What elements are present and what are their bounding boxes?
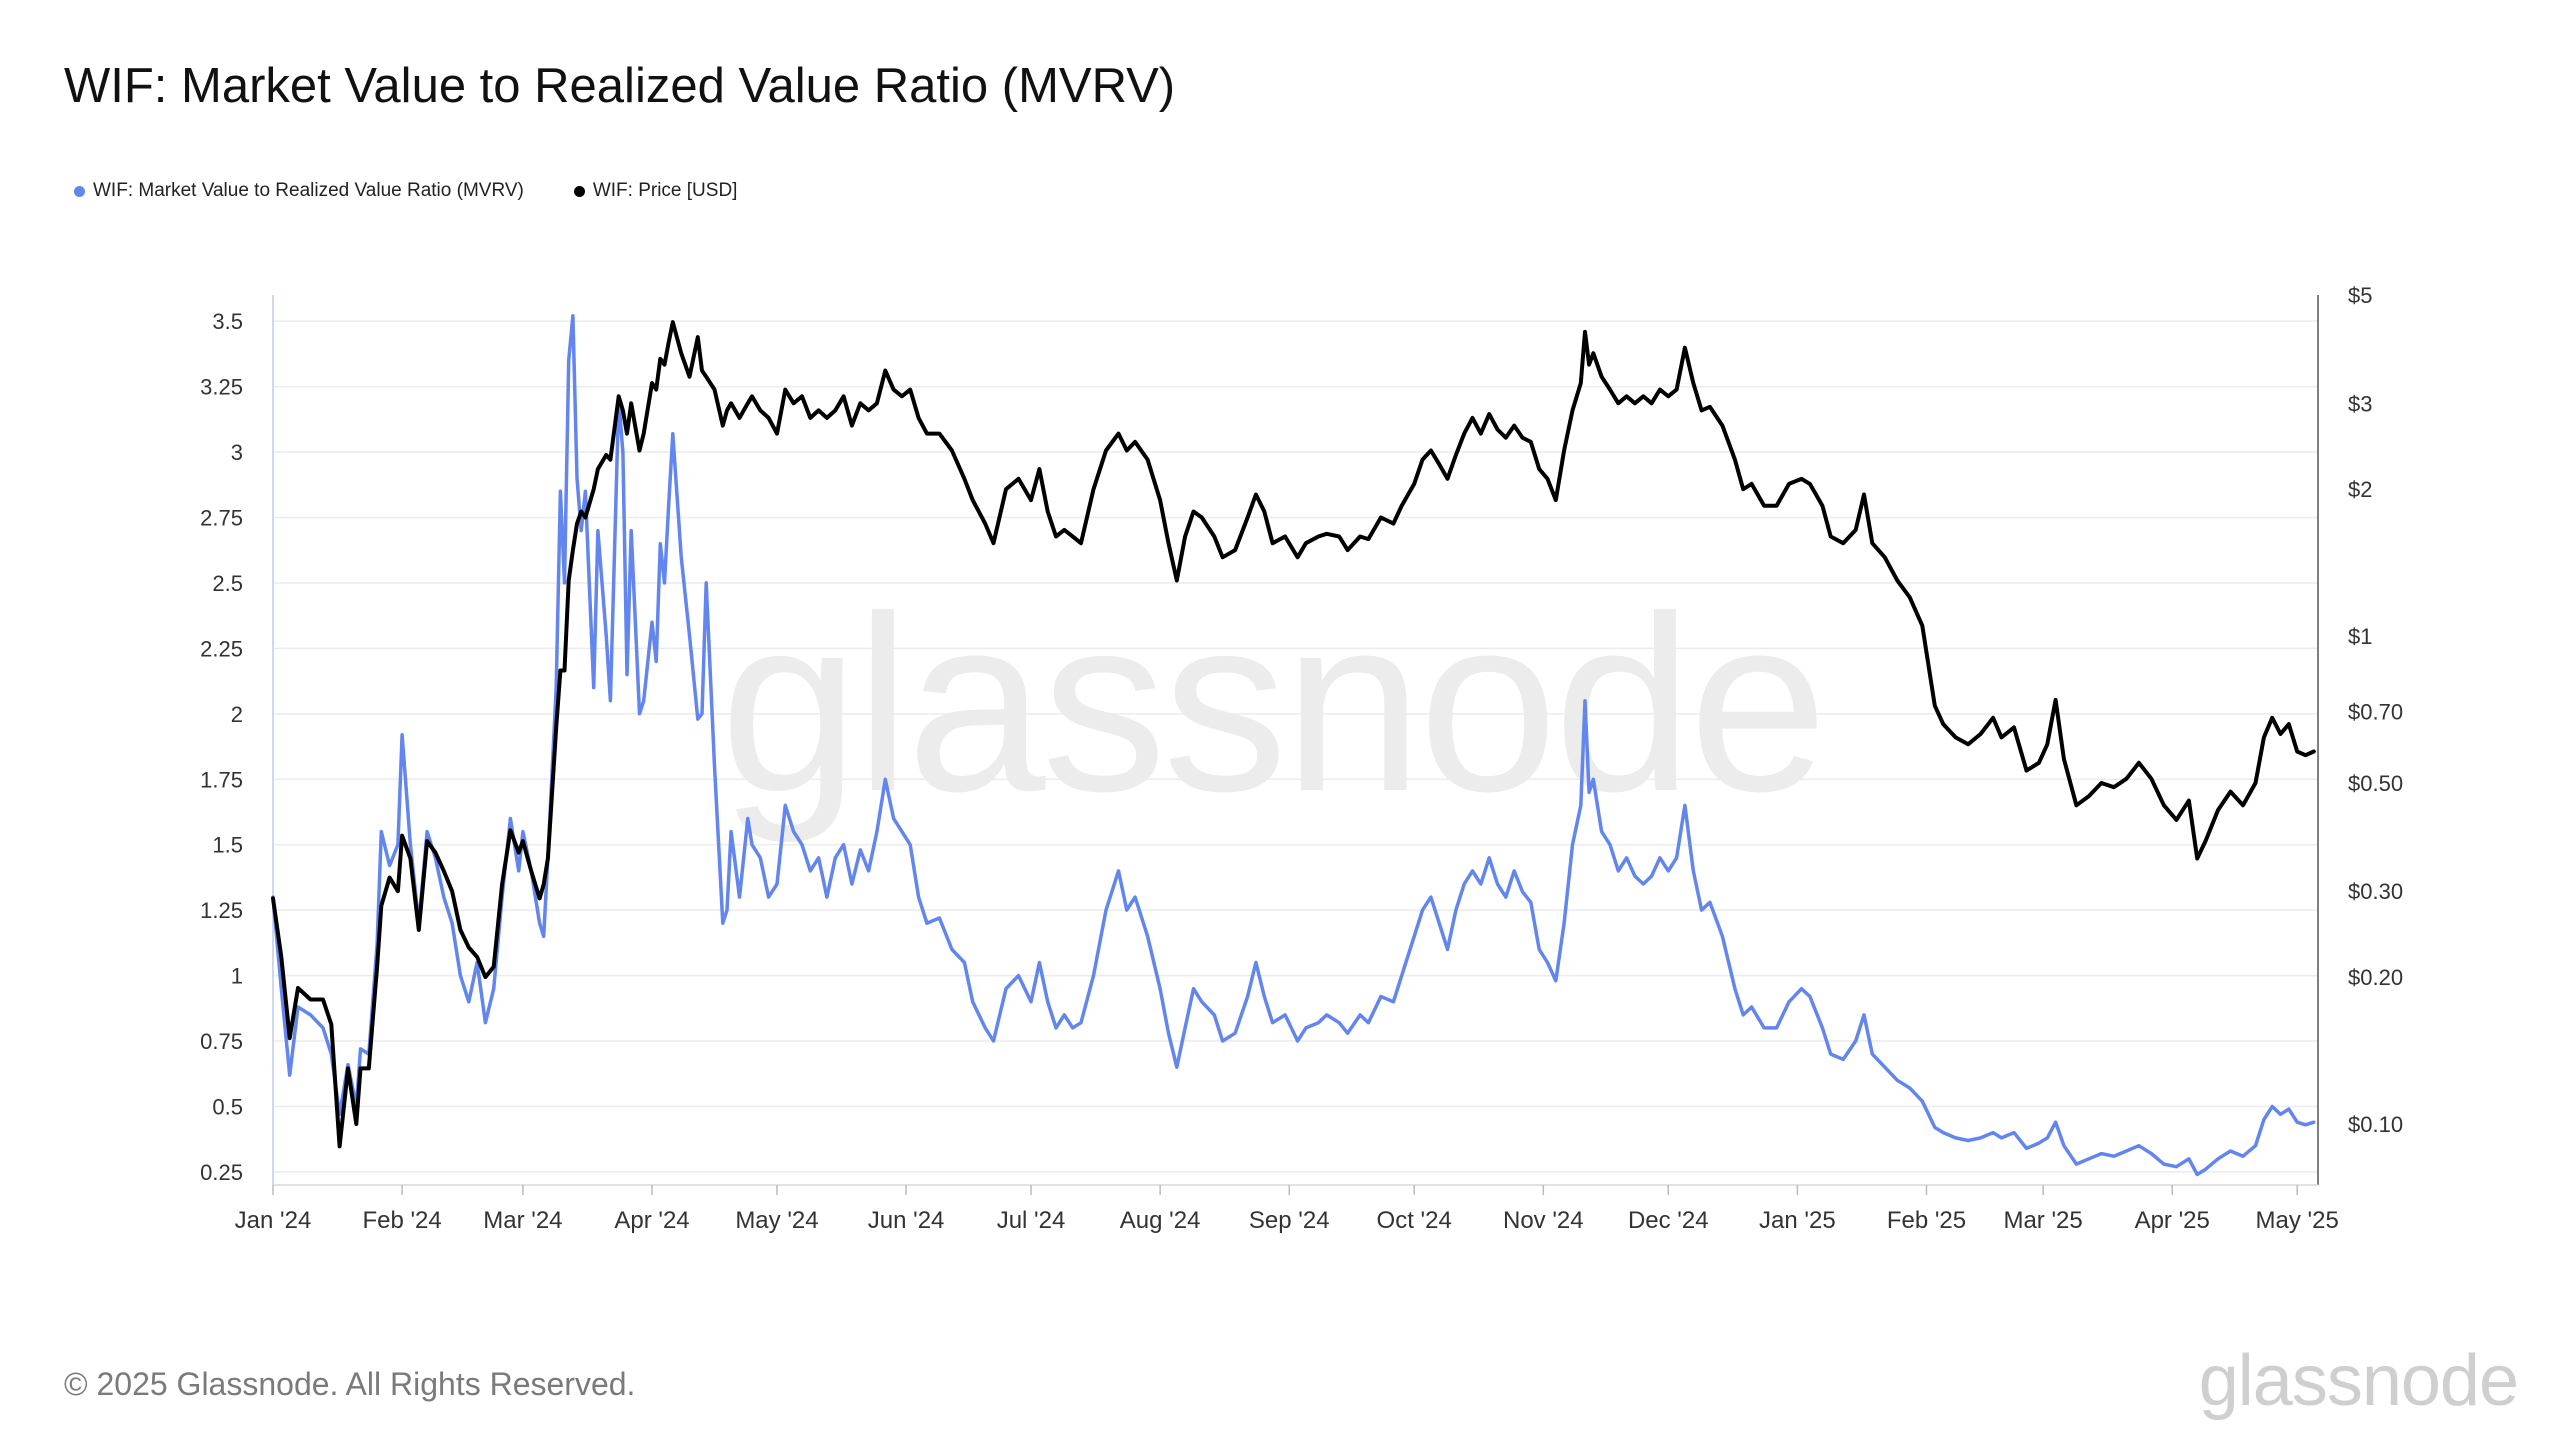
x-tick-label-4: May '24 <box>735 1207 818 1234</box>
legend-item-mvrv[interactable]: WIF: Market Value to Realized Value Rati… <box>74 180 524 202</box>
y-left-tick-2.5: 2.5 <box>212 571 243 596</box>
chart-series <box>271 314 2316 1177</box>
x-tick-label-11: Dec '24 <box>1628 1207 1709 1234</box>
y-right-tick-$5: $5 <box>2348 283 2372 308</box>
copyright-notice: © 2025 Glassnode. All Rights Reserved. <box>64 1366 636 1402</box>
y-left-tick-0.25: 0.25 <box>200 1160 243 1185</box>
legend-dot-mvrv <box>74 185 85 197</box>
y-right-tick-$0.70: $0.70 <box>2348 700 2403 725</box>
y-left-tick-3.5: 3.5 <box>212 309 243 334</box>
y-axis-left-ticks: 0.25 0.5 0.75 1 1.25 1.5 1.75 2 2.25 2.5 2.75 3 3.25… <box>200 309 243 1185</box>
y-right-tick-$3: $3 <box>2348 391 2372 416</box>
series-line-price <box>271 320 2316 1149</box>
y-right-tick-$2: $2 <box>2348 477 2372 502</box>
legend-dot-price <box>573 185 585 197</box>
x-tick-label-14: Mar '25 <box>2003 1207 2082 1234</box>
y-left-tick-0.5: 0.5 <box>212 1094 243 1119</box>
x-tick-label-16: May '25 <box>2256 1207 2339 1234</box>
y-right-tick-$0.30: $0.30 <box>2348 879 2403 904</box>
y-left-tick-2: 2 <box>231 702 243 727</box>
y-right-tick-$0.10: $0.10 <box>2348 1112 2403 1137</box>
x-tick-label-7: Aug '24 <box>1120 1207 1201 1234</box>
y-axis-right-ticks: $0.10 $0.20 $0.30 $0.50 $0.70 $1 $2 $3 $5 <box>2348 283 2403 1137</box>
chart-axes <box>272 295 2319 1186</box>
legend-item-price[interactable]: WIF: Price [USD] <box>573 180 738 202</box>
x-tick-label-6: Jul '24 <box>997 1207 1066 1234</box>
glassnode-watermark: glassnode <box>720 564 1828 843</box>
x-tick-label-1: Feb '24 <box>362 1207 441 1234</box>
x-tick-label-10: Nov '24 <box>1503 1207 1584 1234</box>
x-tick-label-9: Oct '24 <box>1377 1207 1452 1234</box>
y-left-tick-1.5: 1.5 <box>212 833 243 858</box>
x-tick-label-2: Mar '24 <box>483 1207 562 1234</box>
x-tick-label-13: Feb '25 <box>1887 1207 1966 1234</box>
series-line-mvrv <box>271 314 2316 1177</box>
legend-label-price: WIF: Price [USD] <box>592 180 738 201</box>
y-left-tick-1.25: 1.25 <box>200 898 243 923</box>
x-tick-label-0: Jan '24 <box>235 1207 312 1234</box>
y-left-tick-0.75: 0.75 <box>200 1029 243 1054</box>
x-tick-label-15: Apr '25 <box>2135 1207 2210 1234</box>
chart-legend: WIF: Market Value to Realized Value Rati… <box>74 180 737 202</box>
mvrv-chart[interactable]: Jan '24 Feb '24 Mar '24 Apr '24 May '24 Jun '… <box>0 0 2560 1300</box>
y-right-tick-$0.20: $0.20 <box>2348 965 2403 990</box>
y-right-tick-$0.50: $0.50 <box>2348 771 2403 796</box>
y-left-tick-2.75: 2.75 <box>200 506 243 531</box>
x-tick-label-8: Sep '24 <box>1249 1207 1330 1234</box>
x-axis-ticks: Jan '24 Feb '24 Mar '24 Apr '24 May '24 Jun '… <box>235 1185 2339 1234</box>
legend-label-mvrv: WIF: Market Value to Realized Value Rati… <box>93 180 524 201</box>
y-left-tick-1: 1 <box>231 964 243 989</box>
grid-lines <box>273 320 2318 1173</box>
glassnode-logo[interactable]: glassnode <box>2198 1341 2519 1421</box>
y-left-tick-3.25: 3.25 <box>200 375 243 400</box>
x-tick-label-5: Jun '24 <box>868 1207 945 1234</box>
y-left-tick-3: 3 <box>231 440 243 465</box>
x-tick-label-12: Jan '25 <box>1759 1207 1836 1234</box>
x-tick-label-3: Apr '24 <box>614 1207 689 1234</box>
y-left-tick-1.75: 1.75 <box>200 767 243 792</box>
y-left-tick-2.25: 2.25 <box>200 636 243 661</box>
y-right-tick-$1: $1 <box>2348 624 2372 649</box>
page-title: WIF: Market Value to Realized Value Rati… <box>64 59 1176 113</box>
